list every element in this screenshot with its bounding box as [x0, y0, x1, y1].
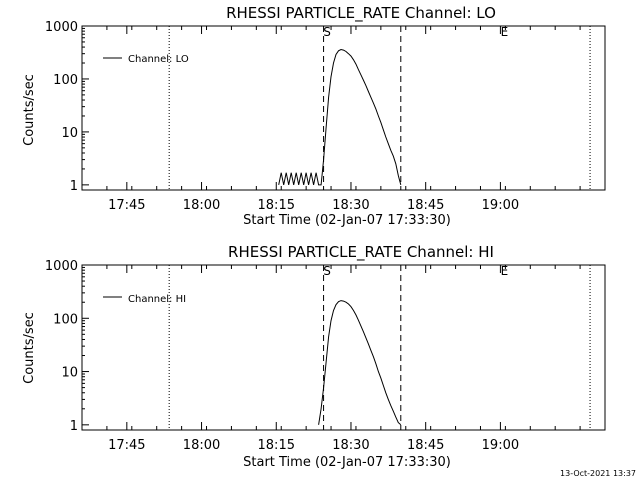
- y-tick-label: 1000: [45, 259, 78, 274]
- legend-label: Channel: LO: [128, 54, 189, 65]
- y-tick-label: 10: [61, 126, 78, 141]
- panel-hi: RHESSI PARTICLE_RATE Channel: HI Start T…: [22, 243, 606, 470]
- legend-label: Channel: HI: [128, 294, 186, 305]
- series-line: [278, 48, 402, 186]
- panel-lo: RHESSI PARTICLE_RATE Channel: LO Start T…: [22, 4, 606, 228]
- x-axis-label: Start Time (02-Jan-07 17:33:30): [243, 213, 451, 228]
- x-tick-label: 17:45: [108, 198, 145, 213]
- y-axis-label: Counts/sec: [22, 74, 37, 146]
- x-tick-label: 19:00: [482, 198, 519, 213]
- x-tick-label: 18:45: [407, 438, 444, 453]
- y-tick-label: 10: [61, 366, 78, 381]
- y-tick-label: 1: [70, 419, 78, 434]
- x-tick-label: 18:15: [258, 198, 295, 213]
- end-marker-label: E: [501, 25, 509, 39]
- y-tick-label: 1000: [45, 20, 78, 35]
- x-tick-label: 19:00: [482, 438, 519, 453]
- chart-title: RHESSI PARTICLE_RATE Channel: HI: [228, 243, 494, 262]
- end-marker-label: E: [501, 264, 509, 278]
- x-tick-label: 18:30: [332, 198, 369, 213]
- y-axis-label: Counts/sec: [22, 312, 37, 384]
- x-tick-label: 18:45: [407, 198, 444, 213]
- start-marker-label: S: [323, 264, 331, 278]
- x-tick-label: 17:45: [108, 438, 145, 453]
- x-axis-label: Start Time (02-Jan-07 17:33:30): [243, 455, 451, 470]
- y-tick-label: 100: [53, 73, 78, 88]
- chart-title: RHESSI PARTICLE_RATE Channel: LO: [226, 4, 496, 23]
- generation-timestamp: 13-Oct-2021 13:37: [560, 469, 636, 478]
- x-tick-label: 18:30: [332, 438, 369, 453]
- x-tick-label: 18:15: [258, 438, 295, 453]
- x-tick-label: 18:00: [183, 438, 220, 453]
- y-tick-label: 1: [70, 179, 78, 194]
- plot-frame: [81, 25, 606, 191]
- plot-frame: [81, 264, 606, 431]
- start-marker-label: S: [323, 25, 331, 39]
- x-tick-label: 18:00: [183, 198, 220, 213]
- y-tick-label: 100: [53, 312, 78, 327]
- series-line: [318, 300, 402, 426]
